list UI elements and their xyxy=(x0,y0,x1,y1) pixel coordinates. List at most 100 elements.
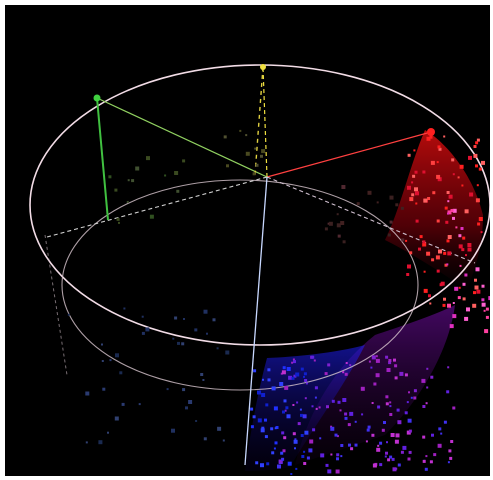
color-point xyxy=(468,155,472,160)
color-point xyxy=(131,179,135,183)
color-point xyxy=(402,445,407,450)
color-point xyxy=(365,440,368,443)
color-point xyxy=(366,428,370,432)
color-point xyxy=(102,387,106,391)
color-point xyxy=(462,282,466,286)
color-point xyxy=(308,448,313,453)
color-point xyxy=(429,135,433,139)
color-point xyxy=(462,236,466,240)
color-point xyxy=(458,234,462,238)
color-point xyxy=(481,302,486,307)
color-point xyxy=(349,411,354,416)
color-point xyxy=(408,429,412,433)
color-point xyxy=(282,449,286,453)
spoke-yellow xyxy=(262,66,268,178)
color-point xyxy=(422,170,426,174)
color-point xyxy=(431,433,434,437)
color-point xyxy=(426,136,431,141)
color-point xyxy=(427,197,431,200)
color-point xyxy=(475,141,479,145)
color-point xyxy=(385,355,389,359)
color-point xyxy=(447,235,452,239)
color-point xyxy=(387,233,391,237)
color-point xyxy=(255,461,259,465)
color-point xyxy=(171,428,175,433)
color-point xyxy=(318,406,321,409)
red-hue-region xyxy=(385,130,483,290)
color-point xyxy=(406,401,409,404)
color-point xyxy=(282,410,285,414)
color-point xyxy=(375,358,380,363)
hsv-cylinder-diagram xyxy=(29,64,490,475)
color-point xyxy=(303,462,307,465)
color-point xyxy=(447,303,451,308)
color-point xyxy=(399,371,404,376)
color-point xyxy=(377,444,380,447)
color-point xyxy=(411,193,415,197)
color-point xyxy=(166,388,169,391)
color-point xyxy=(278,459,283,464)
color-point xyxy=(291,376,295,380)
color-point xyxy=(371,355,376,360)
color-point xyxy=(226,164,229,168)
color-point xyxy=(176,189,180,193)
color-point xyxy=(345,362,348,364)
color-point xyxy=(188,400,193,404)
color-point xyxy=(422,459,426,463)
color-point xyxy=(252,415,256,419)
color-point xyxy=(450,209,454,212)
color-point xyxy=(182,159,186,163)
color-point xyxy=(376,201,379,204)
color-point xyxy=(336,213,339,216)
color-point xyxy=(449,324,454,329)
color-point xyxy=(404,411,408,415)
color-point xyxy=(367,190,372,195)
color-point xyxy=(438,249,442,254)
color-point xyxy=(274,441,278,445)
color-point xyxy=(458,244,463,249)
color-point xyxy=(409,251,413,255)
color-point xyxy=(413,396,417,400)
color-point xyxy=(428,294,431,298)
color-point xyxy=(299,408,302,411)
color-point xyxy=(280,372,283,375)
color-point xyxy=(408,450,412,454)
color-point xyxy=(123,307,126,310)
color-point xyxy=(421,378,426,383)
color-point xyxy=(313,359,316,362)
color-point xyxy=(107,431,109,434)
color-point xyxy=(447,212,449,215)
color-point xyxy=(98,440,103,445)
color-point xyxy=(386,441,388,444)
color-point xyxy=(331,399,335,403)
spoke-blue xyxy=(244,176,268,466)
color-point xyxy=(267,378,271,382)
color-point xyxy=(261,426,265,430)
color-point xyxy=(271,386,276,391)
color-point xyxy=(444,206,448,210)
green-vertex xyxy=(93,94,101,102)
color-point xyxy=(271,451,275,455)
color-point xyxy=(461,184,464,187)
color-point xyxy=(437,443,442,448)
color-point xyxy=(206,332,208,335)
color-point xyxy=(356,202,360,206)
color-point xyxy=(438,427,442,431)
cylinder-top-rim xyxy=(29,64,490,346)
color-point xyxy=(452,302,455,304)
color-point xyxy=(337,400,341,404)
red-vertex xyxy=(427,128,435,136)
color-point xyxy=(423,270,426,273)
color-point xyxy=(411,181,414,184)
color-point xyxy=(375,373,380,378)
color-point xyxy=(292,404,295,406)
color-point xyxy=(446,390,450,394)
color-point xyxy=(423,198,428,203)
color-point xyxy=(273,447,276,450)
color-point xyxy=(257,418,262,423)
color-point xyxy=(335,469,340,474)
color-point xyxy=(254,147,257,150)
color-point xyxy=(265,403,269,407)
color-point xyxy=(290,473,293,475)
color-point xyxy=(413,149,416,152)
